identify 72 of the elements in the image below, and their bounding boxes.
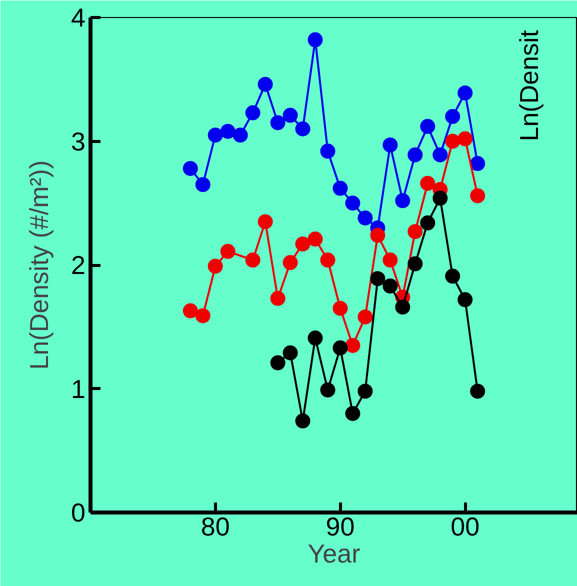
- point: [408, 256, 423, 272]
- point: [270, 290, 286, 306]
- point: [408, 224, 423, 240]
- point: [282, 108, 298, 123]
- point: [345, 338, 360, 353]
- point: [382, 137, 398, 152]
- point: [195, 177, 210, 192]
- point: [270, 355, 286, 370]
- point: [220, 244, 236, 259]
- point: [470, 384, 486, 399]
- point: [220, 124, 236, 139]
- point: [432, 147, 448, 162]
- y-axis-title: Ln(Density (#/m²)): [24, 160, 54, 370]
- point: [295, 236, 310, 252]
- point: [182, 160, 198, 176]
- x-tick-label: 90: [326, 512, 355, 542]
- point: [420, 215, 436, 230]
- point: [282, 345, 298, 360]
- y-tick-label: 3: [71, 126, 86, 156]
- point: [295, 413, 310, 428]
- y-tick-label: 1: [71, 374, 86, 404]
- point: [470, 156, 486, 172]
- point: [345, 196, 360, 211]
- point: [282, 255, 298, 270]
- point: [345, 406, 360, 421]
- point: [308, 32, 323, 48]
- point: [332, 300, 348, 316]
- point: [445, 268, 460, 284]
- x-tick-label: 80: [200, 512, 230, 542]
- point: [458, 292, 473, 308]
- point: [332, 340, 348, 356]
- point: [232, 128, 248, 143]
- point: [420, 176, 436, 191]
- point: [370, 271, 386, 286]
- y-tick-label: 0: [71, 498, 86, 528]
- point: [445, 134, 460, 149]
- point: [308, 330, 323, 346]
- point: [182, 303, 198, 318]
- point: [470, 188, 486, 204]
- y-tick-label: 4: [71, 2, 86, 32]
- point: [395, 300, 410, 315]
- point: [270, 115, 286, 130]
- x-tick-label: 00: [450, 512, 480, 542]
- point: [458, 86, 473, 100]
- point: [195, 308, 210, 324]
- point: [445, 109, 460, 124]
- point: [208, 128, 223, 143]
- point: [208, 258, 223, 274]
- point: [320, 382, 336, 398]
- point: [370, 228, 386, 243]
- point: [408, 147, 423, 162]
- point: [358, 210, 373, 226]
- point: [382, 278, 398, 294]
- point: [458, 131, 473, 146]
- point: [432, 190, 448, 206]
- point: [245, 252, 260, 268]
- point: [420, 118, 436, 134]
- point: [358, 384, 373, 399]
- point: [382, 252, 398, 268]
- point: [258, 76, 273, 92]
- point: [320, 144, 336, 159]
- point: [320, 252, 336, 268]
- annotation: Ln(Densit: [514, 29, 544, 142]
- point: [358, 309, 373, 324]
- point: [332, 180, 348, 196]
- point: [245, 105, 260, 120]
- y-tick-label: 2: [71, 250, 86, 280]
- point: [308, 232, 323, 246]
- point: [258, 214, 273, 230]
- point: [395, 193, 410, 208]
- x-axis-title: Year: [308, 538, 361, 568]
- point: [295, 121, 310, 136]
